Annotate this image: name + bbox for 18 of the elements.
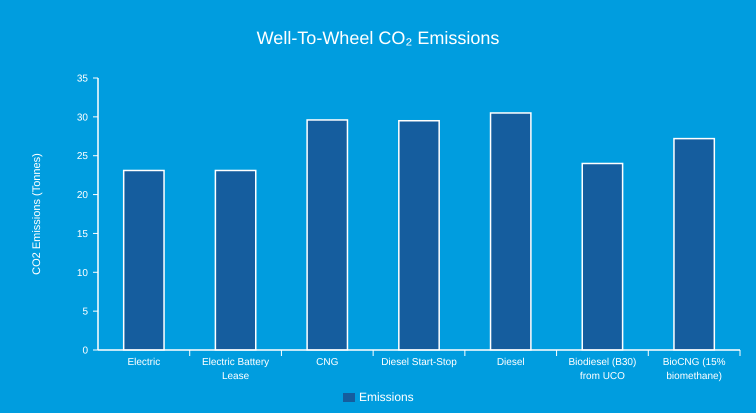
x-tick-label: Diesel (496, 357, 525, 368)
y-tick-label: 20 (76, 190, 88, 202)
x-tick-label: Diesel Start-Stop (381, 357, 458, 368)
x-tick-label: Electric (127, 357, 160, 368)
x-tick-label: Electric Battery Lease (202, 357, 270, 382)
legend-label: Emissions (359, 390, 414, 404)
y-tick-label: 15 (76, 228, 88, 240)
y-tick-label: 5 (82, 306, 88, 318)
x-tick-label: BioCNG (15% biomethane) (662, 357, 726, 382)
y-tick-label: 35 (76, 74, 88, 84)
x-tick-label: CNG (316, 357, 339, 368)
x-tick-label: Biodiesel (B30) from UCO (568, 357, 636, 382)
y-tick-label: 0 (82, 346, 88, 356)
y-axis-title: CO2 Emissions (Tonnes) (31, 153, 43, 275)
y-tick-label: 10 (76, 268, 88, 279)
y-tick-label: 30 (76, 112, 88, 124)
y-tick-label: 25 (76, 151, 88, 162)
chart-title: Well-To-Wheel CO₂ Emissions (256, 28, 500, 48)
